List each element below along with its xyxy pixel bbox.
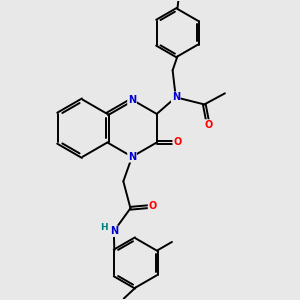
Text: O: O: [148, 201, 157, 211]
Text: N: N: [128, 152, 136, 162]
Text: N: N: [172, 92, 180, 102]
Text: O: O: [204, 120, 212, 130]
Text: H: H: [100, 223, 108, 232]
Text: N: N: [128, 95, 136, 105]
Text: N: N: [110, 226, 118, 236]
Text: O: O: [173, 137, 182, 148]
